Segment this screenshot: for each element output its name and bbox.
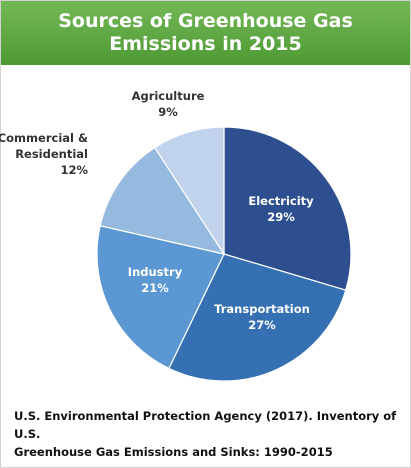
pie-slice-industry (96, 225, 225, 370)
slice-label-agriculture: Agriculture 9% (132, 89, 205, 119)
source-line1: U.S. Environmental Protection Agency (20… (14, 409, 397, 441)
slice-label-electricity: Electricity 29% (248, 194, 314, 224)
source-citation: U.S. Environmental Protection Agency (20… (14, 407, 411, 461)
chart-title-line1: Sources of Greenhouse Gas (58, 10, 353, 32)
chart-title-line2: Emissions in 2015 (109, 33, 302, 55)
slice-label-industry: Industry 21% (128, 265, 183, 295)
pie-slice-transportation (168, 253, 347, 382)
slice-label-transportation: Transportation 27% (214, 302, 310, 332)
pie-slice-electricity (223, 126, 352, 291)
pie-slice-commercial-residential (99, 146, 226, 255)
pie-slice-agriculture (153, 126, 225, 257)
source-line2: Greenhouse Gas Emissions and Sinks: 1990… (14, 445, 333, 459)
title-banner: Sources of Greenhouse Gas Emissions in 2… (1, 1, 410, 65)
slice-label-commercial-residential: Commercial & Residential 12% (0, 131, 88, 177)
